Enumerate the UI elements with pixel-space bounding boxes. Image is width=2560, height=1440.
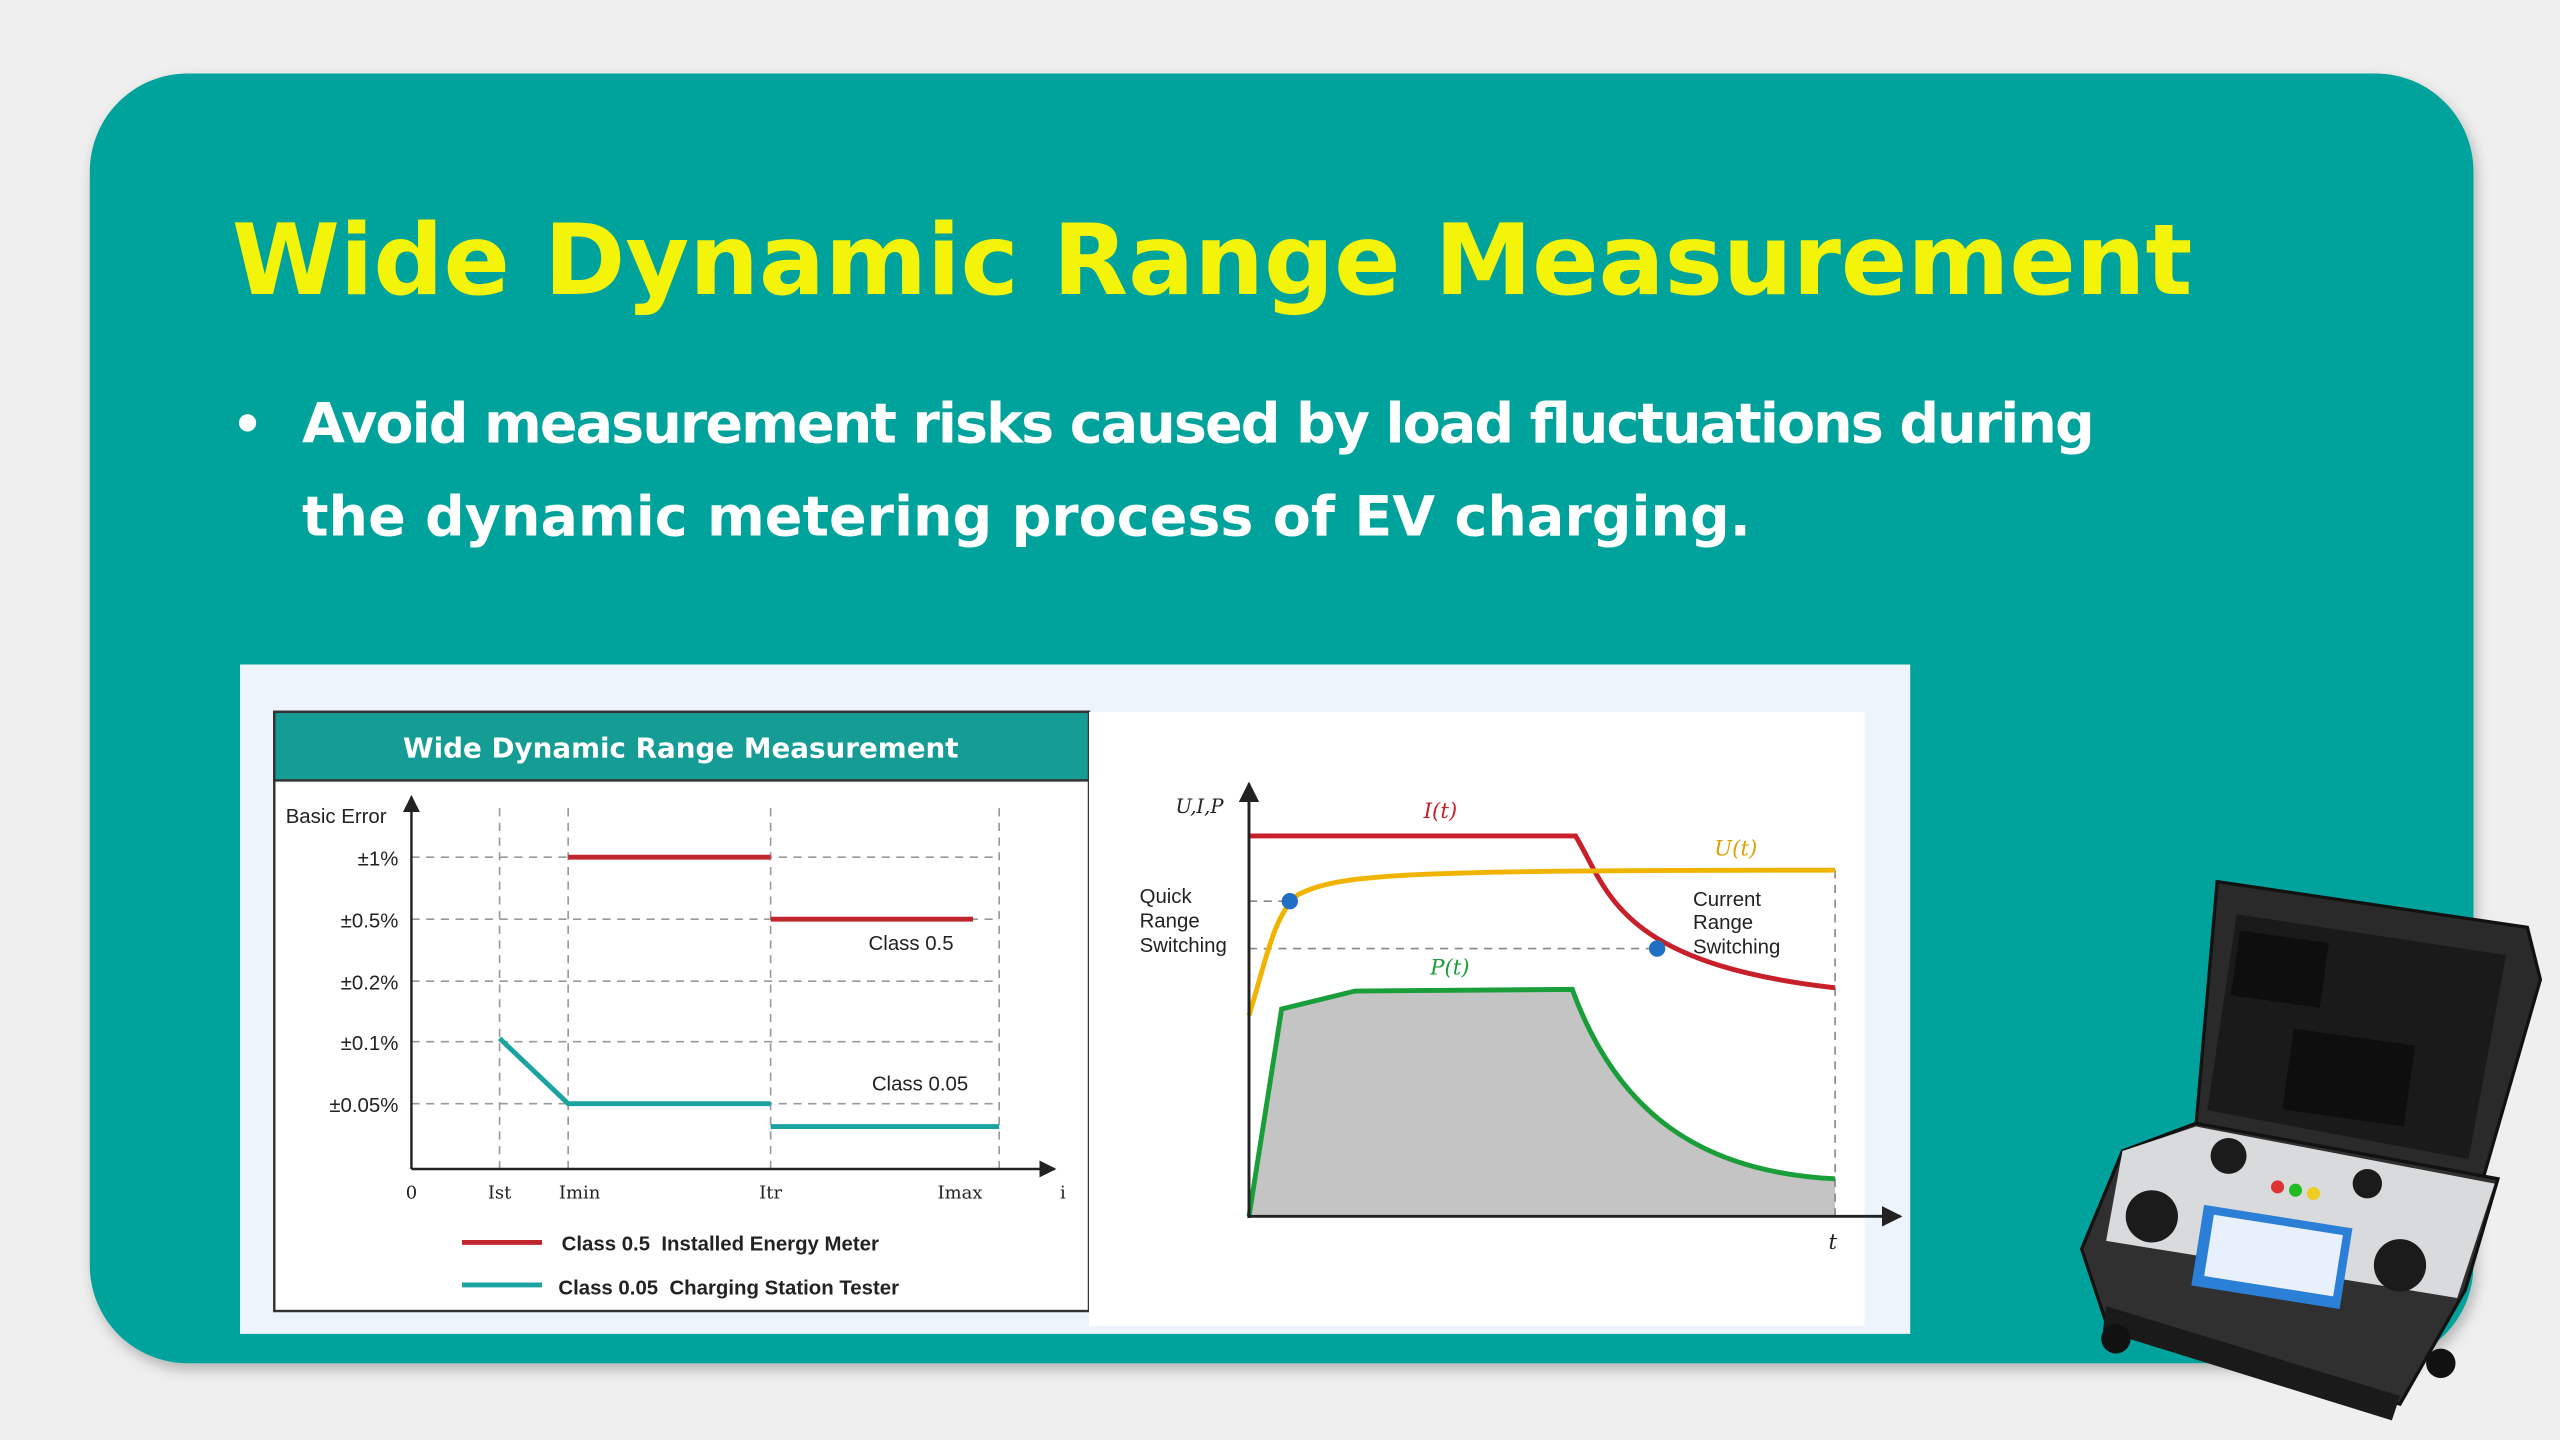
y-axis-label: Basic Error xyxy=(286,806,387,828)
annotation: Class 0.05 xyxy=(872,1074,968,1096)
p-area xyxy=(1248,989,1836,1217)
notes: Quick Range Switching Current Range Swit… xyxy=(1140,886,1781,959)
legend-label: Class 0.05 Charging Station Tester xyxy=(558,1278,899,1300)
legend-label: Class 0.5 Installed Energy Meter xyxy=(562,1234,879,1256)
left-figure xyxy=(273,710,1091,1313)
curve-label: U(t) xyxy=(1714,837,1757,862)
annotation: Class 0.5 xyxy=(869,933,954,955)
i-curve xyxy=(1248,833,1836,991)
device xyxy=(2079,879,2543,1421)
y-axis-label: U,I,P xyxy=(1176,795,1225,818)
bullet-dot: • xyxy=(232,396,263,453)
x-axis-label: t xyxy=(1829,1230,1838,1255)
left-labels: Basic Error ±1% ±0.5% ±0.2% ±0.1% ±0.05% xyxy=(286,806,399,1117)
note-line: Switching xyxy=(1693,936,1780,958)
x-label: Imax xyxy=(938,1182,983,1203)
p-curve xyxy=(1246,986,1836,1217)
note-line: Range xyxy=(1693,912,1753,934)
y-label: ±0.2% xyxy=(341,972,399,994)
note-line: Current xyxy=(1693,889,1761,911)
curve-label: I(t) xyxy=(1423,799,1457,824)
note-line: Quick xyxy=(1140,886,1193,908)
switch-point xyxy=(1648,940,1666,957)
y-label: ±0.1% xyxy=(341,1033,399,1055)
note-line: Switching xyxy=(1140,935,1227,957)
y-label: ±0.05% xyxy=(329,1095,398,1117)
y-label: ±0.5% xyxy=(341,910,399,932)
left-figure-title: Wide Dynamic Range Measurement xyxy=(403,732,959,765)
x-label: Ist xyxy=(488,1182,512,1203)
curve-label: P(t) xyxy=(1429,956,1469,981)
x-label: 0 xyxy=(406,1182,417,1203)
x-label: Itr xyxy=(759,1182,782,1203)
title: Wide Dynamic Range Measurement xyxy=(232,204,2193,318)
x-label: Imin xyxy=(559,1182,601,1203)
u-curve xyxy=(1246,867,1836,1017)
bullet-line: Avoid measurement risks caused by load f… xyxy=(302,391,2095,456)
y-label: ±1% xyxy=(358,848,399,870)
switch-point xyxy=(1281,893,1298,910)
x-label: i xyxy=(1060,1182,1066,1203)
bullet-line: the dynamic metering process of EV charg… xyxy=(302,485,1751,550)
left-figure-header xyxy=(273,710,1091,782)
x-labels: 0 Ist Imin Itr Imax i xyxy=(406,1182,1066,1203)
note-line: Range xyxy=(1140,910,1200,932)
left-lines xyxy=(497,854,1000,1129)
